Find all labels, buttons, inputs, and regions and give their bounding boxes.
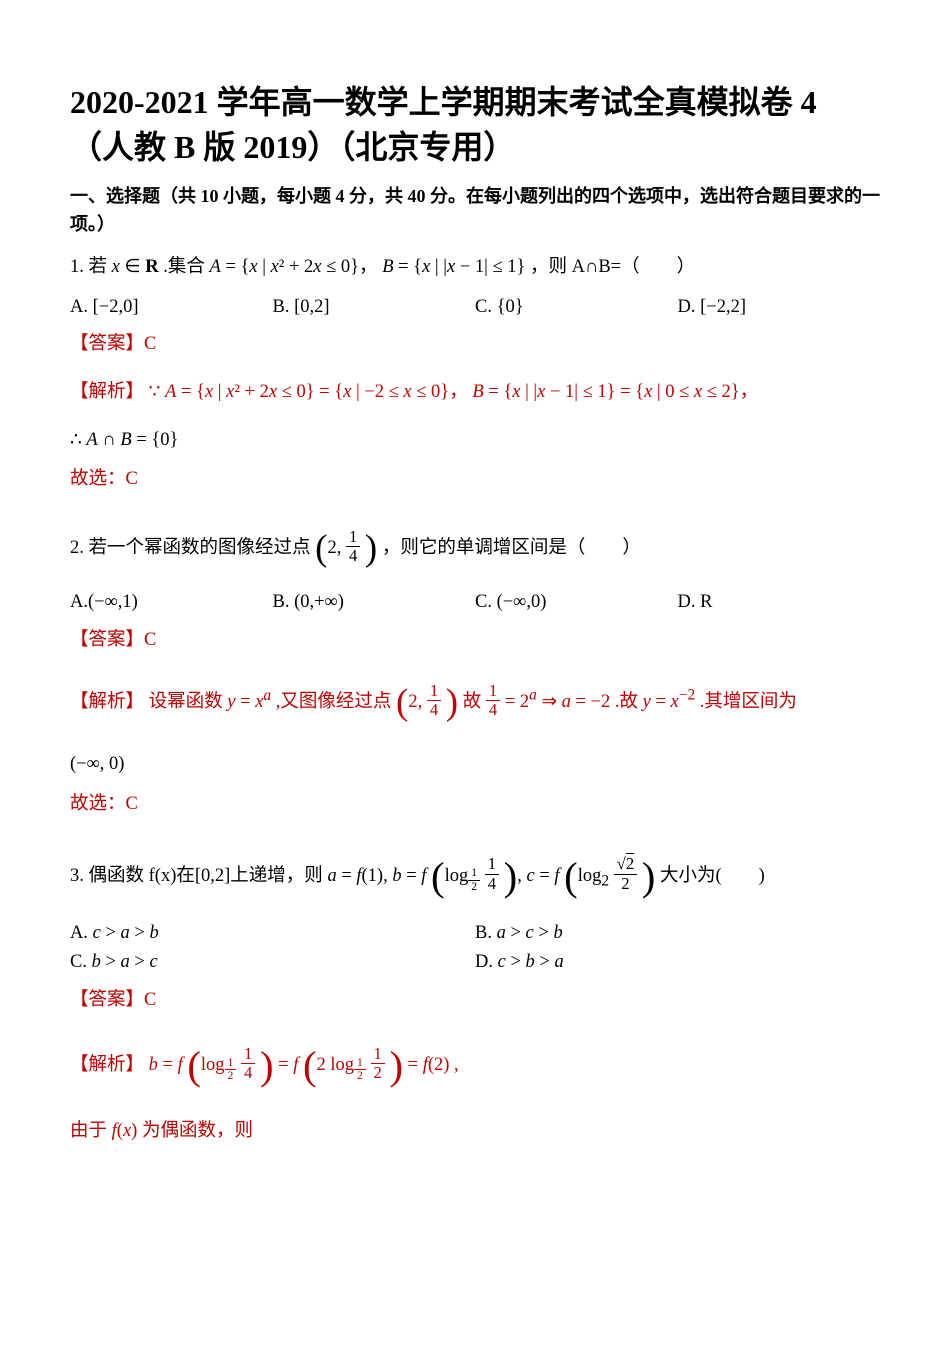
question-1: 1. 若 x ∈ R .集合 A = {x | x² + 2x ≤ 0}， B … [70, 253, 880, 283]
q1-conclusion: 故选：C [70, 465, 880, 495]
because-icon: ∵ [149, 382, 161, 402]
q1-option-d: D. [−2,2] [678, 293, 881, 323]
q3-answer: 【答案】C [70, 986, 880, 1016]
q1-options: A. [−2,0] B. [0,2] C. {0} D. [−2,2] [70, 293, 880, 323]
q1-option-c: C. {0} [475, 293, 678, 323]
q1-stem-tail: ，则 A∩B=（ ） [530, 257, 695, 277]
q1-option-b: B. [0,2] [273, 293, 476, 323]
document-title: 2020-2021 学年高一数学上学期期末考试全真模拟卷 4（人教 B 版 20… [70, 80, 880, 170]
q3-option-d: D. c > b > a [475, 948, 880, 978]
q3-option-c: C. b > a > c [70, 948, 475, 978]
section-header: 一、选择题（共 10 小题，每小题 4 分，共 40 分。在每小题列出的四个选项… [70, 182, 880, 240]
q2-conclusion: 故选：C [70, 790, 880, 820]
q1-analysis-label: 【解析】 [70, 382, 144, 402]
q1-therefore: ∴ A ∩ B = {0} [70, 426, 880, 456]
q3-analysis: 【解析】 b = f (log12 14 ) = f (2 log12 12 )… [70, 1033, 880, 1098]
q3-stem-tail: 大小为( ) [660, 865, 765, 885]
q2-analysis-label: 【解析】 [70, 692, 144, 712]
q2-option-b: B. (0,+∞) [273, 588, 476, 618]
q3-analysis-label: 【解析】 [70, 1055, 144, 1075]
q1-stem-prefix: 1. 若 [70, 257, 112, 277]
q2-stem-prefix: 2. 若一个幂函数的图像经过点 [70, 538, 311, 558]
q3-stem-prefix: 3. 偶函数 f(x)在[0,2]上递增，则 [70, 865, 327, 885]
q2-interval: (−∞, 0) [70, 750, 880, 780]
q1-x-in-r: x [112, 257, 120, 277]
q1-analysis: 【解析】 ∵ A = {x | x² + 2x ≤ 0} = {x | −2 ≤… [70, 378, 880, 408]
q2-options: A.(−∞,1) B. (0,+∞) C. (−∞,0) D. R [70, 588, 880, 618]
q2-analysis: 【解析】 设幂函数 y = xa ,又图像经过点 (2, 14 ) 故 14 =… [70, 673, 880, 732]
q2-option-d: D. R [678, 588, 881, 618]
q3-option-b: B. a > c > b [475, 919, 880, 949]
q3-option-a: A. c > a > b [70, 919, 475, 949]
q1-set-a: A [210, 257, 221, 277]
q2-option-c: C. (−∞,0) [475, 588, 678, 618]
therefore-icon: ∴ [70, 430, 82, 450]
q1-stem-mid1: .集合 [163, 257, 209, 277]
q2-answer: 【答案】C [70, 626, 880, 656]
q1-option-a: A. [−2,0] [70, 293, 273, 323]
question-2: 2. 若一个幂函数的图像经过点 (2, 14 ) ，则它的单调增区间是（ ） [70, 519, 880, 578]
q3-even-function: 由于 f(x) 为偶函数，则 [70, 1117, 880, 1147]
q2-option-a: A.(−∞,1) [70, 588, 273, 618]
frac-1-4: 14 [346, 528, 360, 566]
q1-answer: 【答案】C [70, 330, 880, 360]
q3-options: A. c > a > b B. a > c > b C. b > a > c D… [70, 919, 880, 978]
q1-set-b: B [382, 257, 393, 277]
q2-stem-tail: ，则它的单调增区间是（ ） [382, 538, 641, 558]
question-3: 3. 偶函数 f(x)在[0,2]上递增，则 a = f(1), b = f (… [70, 844, 880, 909]
